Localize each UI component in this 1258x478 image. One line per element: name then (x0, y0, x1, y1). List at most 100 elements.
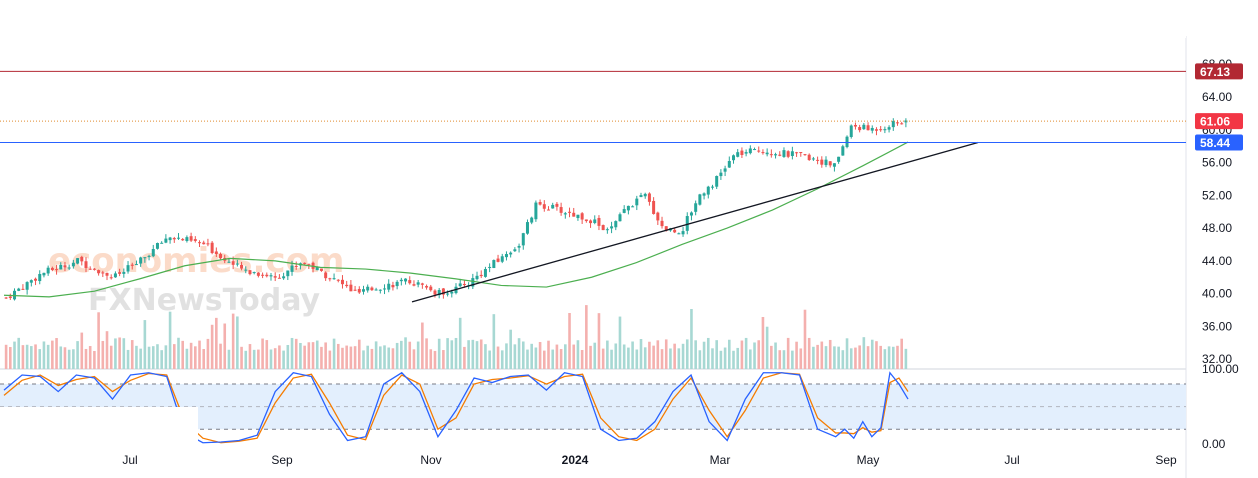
volume-bar (177, 337, 180, 369)
candle-body (155, 243, 159, 249)
volume-bar (458, 317, 462, 369)
volume-bar (42, 341, 46, 369)
volume-bar (223, 323, 227, 369)
candle-body (248, 270, 252, 275)
candle-body (702, 193, 706, 196)
candle-body (345, 284, 349, 287)
volume-bar (76, 341, 79, 369)
volume-bar (215, 317, 218, 369)
volume-bar (349, 346, 353, 369)
candle-body (883, 129, 887, 131)
volume-bar (362, 350, 365, 369)
candle-body (753, 149, 757, 151)
candle-body (786, 151, 790, 157)
candle-body (181, 239, 185, 241)
candle-body (887, 127, 891, 130)
volume-bar (236, 316, 239, 369)
volume-bar (244, 350, 248, 369)
volume-bar (442, 350, 445, 369)
candle-body (101, 272, 105, 274)
candle-body (450, 291, 454, 294)
price-level-badge: 61.06 (1195, 113, 1243, 130)
volume-bar (849, 348, 853, 369)
volume-bar (206, 338, 210, 369)
volume-bar (412, 349, 416, 369)
volume-bar (526, 349, 529, 369)
candle-body (765, 152, 769, 155)
candle-body (706, 186, 710, 195)
volume-bar (17, 337, 21, 369)
candle-body (811, 158, 815, 160)
candle-body (719, 172, 723, 177)
volume-bar (555, 344, 559, 369)
candle-body (21, 288, 25, 290)
candle-body (685, 216, 689, 231)
price-level-label: 58.44 (1200, 136, 1230, 150)
volume-bar (282, 350, 285, 369)
candle-body (782, 150, 786, 157)
volume-bar (160, 350, 163, 369)
candle-body (408, 280, 412, 284)
volume-bar (475, 341, 479, 369)
candle-body (614, 221, 618, 228)
candle-body (164, 238, 168, 243)
volume-bar (681, 343, 685, 369)
candle-body (244, 269, 248, 271)
volume-bar (454, 337, 458, 369)
volume-bar (370, 348, 374, 369)
volume-bar (151, 346, 155, 369)
volume-bar (635, 349, 639, 369)
volume-bar (677, 348, 681, 369)
volume-bar (25, 344, 29, 369)
trendline[interactable] (411, 141, 979, 303)
candle-body (429, 286, 433, 291)
volume-bar (765, 326, 769, 369)
volume-bar (118, 337, 121, 369)
candle-body (286, 270, 290, 277)
volume-bar (896, 345, 899, 369)
volume-bar (353, 346, 357, 369)
volume-bar (538, 341, 542, 369)
volume-bar (374, 341, 378, 369)
candle-body (76, 258, 80, 264)
volume-bar (803, 309, 807, 369)
candle-body (496, 258, 500, 262)
candle-body (475, 275, 479, 280)
candle-body (698, 194, 702, 205)
candle-body (605, 229, 609, 231)
candle-body (437, 289, 441, 296)
candle-body (853, 124, 857, 127)
volume-bar (719, 350, 723, 369)
volume-bar (189, 342, 193, 369)
volume-bar (172, 344, 176, 369)
volume-bar (324, 342, 327, 369)
volume-bar (185, 348, 189, 369)
volume-bar (854, 347, 857, 369)
volume-bar (559, 349, 563, 369)
candle-body (837, 156, 841, 162)
volume-bar (51, 340, 54, 369)
volume-bar (883, 349, 887, 369)
candle-body (198, 242, 202, 244)
candle-body (891, 121, 895, 128)
volume-bar (219, 343, 222, 369)
volume-bar (336, 343, 340, 369)
volume-bar (139, 348, 142, 369)
volume-bar (446, 338, 449, 369)
volume-bar (778, 350, 782, 369)
candle-body (652, 200, 656, 214)
candle-body (610, 226, 614, 229)
volume-bar (84, 348, 88, 369)
volume-bar (837, 346, 840, 369)
candle-body (63, 265, 67, 268)
time-tick-label: Sep (1155, 453, 1177, 467)
volume-bar (685, 339, 689, 369)
candle-body (122, 271, 126, 274)
candle-body (563, 213, 567, 215)
volume-bar (652, 345, 655, 369)
volume-bar (38, 349, 42, 369)
candle-body (542, 204, 546, 209)
volume-bar (782, 350, 786, 369)
candle-body (4, 297, 8, 299)
